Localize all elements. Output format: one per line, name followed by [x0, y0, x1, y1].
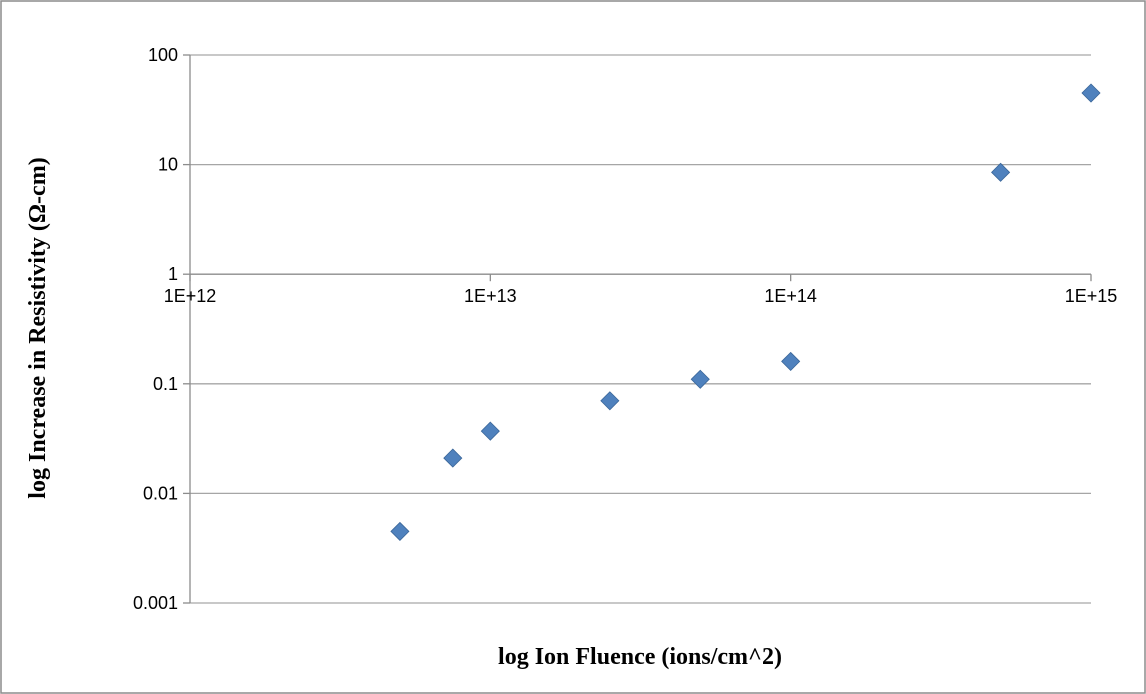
data-point — [443, 448, 463, 468]
y-tick-label: 0.01 — [143, 483, 178, 503]
y-axis-title: log Increase in Resistivity (Ω-cm) — [25, 157, 51, 498]
y-tick-label: 10 — [158, 155, 178, 175]
y-tick-label: 0.001 — [133, 593, 178, 613]
data-point — [480, 421, 500, 441]
x-tick-label: 1E+14 — [764, 286, 817, 306]
tick-labels: 0.001 0.01 0.1 1 10 100 1E+12 1E+13 1E+14 1E+15 — [133, 45, 1117, 613]
data-points — [390, 83, 1101, 541]
axes — [183, 54, 1092, 604]
data-point — [690, 369, 710, 389]
data-point — [390, 521, 410, 541]
y-tick-label: 0.1 — [153, 374, 178, 394]
x-tick-label: 1E+12 — [164, 286, 217, 306]
data-point — [781, 351, 801, 371]
x-tick-label: 1E+13 — [464, 286, 517, 306]
y-tick-label: 1 — [168, 264, 178, 284]
data-point — [991, 162, 1011, 182]
data-point — [600, 391, 620, 411]
data-point — [1081, 83, 1101, 103]
x-axis-title: log Ion Fluence (ions/cm^2) — [498, 644, 782, 670]
x-tick-label: 1E+15 — [1065, 286, 1118, 306]
gridlines — [190, 54, 1091, 604]
y-tick-label: 100 — [148, 45, 178, 65]
